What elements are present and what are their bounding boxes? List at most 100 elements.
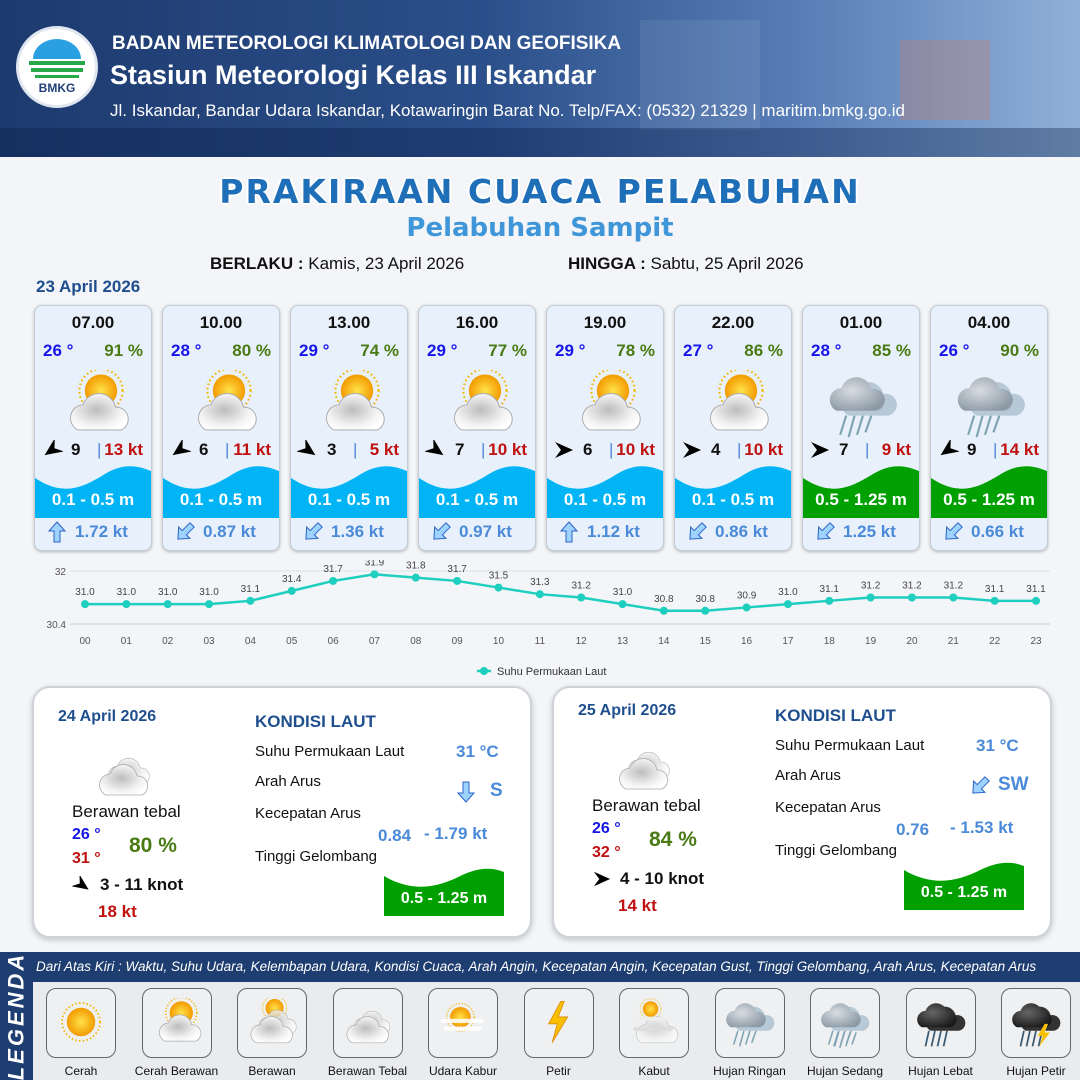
sst-value: 31 °C bbox=[456, 742, 499, 761]
wave-height: 0.5 - 1.25 m bbox=[815, 490, 907, 509]
station-name: Stasiun Meteorologi Kelas III Iskandar bbox=[110, 60, 597, 90]
legend-marker bbox=[480, 667, 488, 675]
data-point bbox=[494, 583, 503, 592]
data-label: 30.9 bbox=[737, 590, 757, 601]
legend: LEGENDA Dari Atas Kiri : Waktu, Suhu Uda… bbox=[0, 952, 1080, 1080]
legend-item-petir: Petir bbox=[514, 988, 604, 1078]
x-tick-label: 00 bbox=[79, 636, 91, 647]
gust-speed: 10 kt bbox=[744, 440, 783, 459]
data-point bbox=[122, 600, 131, 609]
data-label: 31.0 bbox=[613, 587, 633, 598]
legend-item-cerah: Cerah bbox=[36, 988, 126, 1078]
x-tick-label: 23 bbox=[1030, 636, 1042, 647]
separator: | bbox=[97, 440, 102, 459]
wind-speed: 9 bbox=[967, 440, 977, 459]
gust-speed: 5 kt bbox=[369, 440, 399, 459]
wave-height: 0.1 - 0.5 m bbox=[307, 490, 391, 509]
x-tick-label: 11 bbox=[535, 636, 546, 647]
current-speed: 0.87 kt bbox=[203, 522, 256, 541]
daily-forecast-box: 24 April 2026 Berawan tebal 26 ° 31 ° 80… bbox=[32, 686, 532, 938]
cerah-berawan-icon bbox=[187, 370, 259, 440]
x-tick-label: 08 bbox=[410, 636, 422, 647]
humidity: 86 % bbox=[744, 341, 783, 360]
x-tick-label: 16 bbox=[741, 636, 753, 647]
current-speed: 0.66 kt bbox=[971, 522, 1024, 541]
sst-label: Suhu Permukaan Laut bbox=[255, 743, 405, 760]
humidity: 91 % bbox=[104, 341, 143, 360]
data-point bbox=[659, 606, 668, 615]
humidity: 85 % bbox=[872, 341, 911, 360]
legend-item-label: Cerah bbox=[64, 1064, 98, 1078]
x-tick-label: 22 bbox=[989, 636, 1001, 647]
gust-speed: 14 kt bbox=[618, 896, 657, 915]
current-direction-text: S bbox=[490, 780, 503, 801]
current-direction-icon bbox=[173, 518, 197, 544]
separator: | bbox=[865, 440, 870, 459]
data-point bbox=[1032, 596, 1040, 605]
current-speed-label: Kecepatan Arus bbox=[255, 805, 361, 822]
data-label: 31.1 bbox=[820, 584, 840, 595]
x-tick-label: 01 bbox=[121, 636, 133, 647]
data-point bbox=[411, 573, 420, 582]
separator: | bbox=[481, 440, 486, 459]
wind-direction-icon bbox=[41, 440, 63, 460]
wind-speed: 4 bbox=[711, 440, 721, 459]
legend-item-label: Kabut bbox=[638, 1064, 670, 1078]
x-tick-label: 20 bbox=[906, 636, 918, 647]
data-label: 31.9 bbox=[365, 560, 385, 568]
forecast-card: 13.00 29 ° 74 % 3 | 5 kt 0.1 - 0.5 m 1.3… bbox=[290, 305, 408, 551]
forecast-time: 07.00 bbox=[71, 313, 115, 332]
legend-side-label: LEGENDA bbox=[3, 951, 28, 1080]
sst-value: 31 °C bbox=[976, 736, 1019, 755]
cerah-berawan-icon bbox=[315, 370, 387, 440]
y-tick-label: 30.4 bbox=[47, 620, 67, 631]
hujan-ringan-icon bbox=[955, 370, 1027, 440]
berawan-tebal-icon bbox=[341, 998, 395, 1048]
separator: | bbox=[737, 440, 742, 459]
wave-height: 0.5 - 1.25 m bbox=[400, 890, 488, 907]
data-label: 31.2 bbox=[944, 581, 964, 592]
wave-shape bbox=[547, 466, 663, 518]
forecast-card: 19.00 29 ° 78 % 6 | 10 kt 0.1 - 0.5 m 1.… bbox=[546, 305, 664, 551]
wave-height: 0.1 - 0.5 m bbox=[179, 490, 263, 509]
forecast-card: 01.00 28 ° 85 % 7 | 9 kt 0.5 - 1.25 m 1.… bbox=[802, 305, 920, 551]
legend-item-label: Berawan bbox=[248, 1064, 296, 1078]
wave-shape bbox=[419, 466, 535, 518]
current-speed: 1.25 kt bbox=[843, 522, 896, 541]
data-label: 31.1 bbox=[985, 584, 1005, 595]
data-label: 31.0 bbox=[199, 587, 219, 598]
legend-item-label: Berawan Tebal bbox=[327, 1064, 408, 1078]
data-point bbox=[163, 600, 172, 609]
gust-speed: 9 kt bbox=[881, 440, 911, 459]
udara-kabur-icon bbox=[436, 998, 490, 1048]
weather-condition: Berawan tebal bbox=[72, 802, 181, 821]
humidity: 90 % bbox=[1000, 341, 1039, 360]
wave-shape bbox=[675, 466, 791, 518]
current-speed: 0.86 kt bbox=[715, 522, 768, 541]
current-speed: 0.97 kt bbox=[459, 522, 512, 541]
current-direction-icon bbox=[813, 518, 837, 544]
berawan-tebal-icon bbox=[614, 737, 674, 795]
data-label: 31.2 bbox=[861, 581, 881, 592]
forecast-card: 22.00 27 ° 86 % 4 | 10 kt 0.1 - 0.5 m 0.… bbox=[674, 305, 792, 551]
forecast-time: 22.00 bbox=[711, 313, 755, 332]
data-label: 31.4 bbox=[282, 574, 302, 585]
x-tick-label: 06 bbox=[328, 636, 340, 647]
forecast-card: 07.00 26 ° 91 % 9 | 13 kt 0.1 - 0.5 m 1.… bbox=[34, 305, 152, 551]
wave-shape bbox=[904, 862, 1024, 910]
wave-height-label: Tinggi Gelombang bbox=[255, 848, 378, 865]
data-label: 31.7 bbox=[323, 564, 343, 575]
gust-speed: 10 kt bbox=[488, 440, 527, 459]
cerah-berawan-icon bbox=[59, 370, 131, 440]
agency-name: BADAN METEOROLOGI KLIMATOLOGI DAN GEOFIS… bbox=[112, 33, 622, 54]
x-tick-label: 13 bbox=[617, 636, 629, 647]
x-tick-label: 02 bbox=[162, 636, 174, 647]
data-point bbox=[535, 590, 544, 599]
separator: | bbox=[609, 440, 614, 459]
gust-speed: 13 kt bbox=[104, 440, 143, 459]
humidity: 80 % bbox=[129, 834, 177, 857]
current-direction-icon bbox=[429, 518, 453, 544]
data-label: 31.1 bbox=[1026, 584, 1046, 595]
day-date: 24 April 2026 bbox=[58, 708, 157, 725]
data-label: 31.1 bbox=[241, 584, 261, 595]
